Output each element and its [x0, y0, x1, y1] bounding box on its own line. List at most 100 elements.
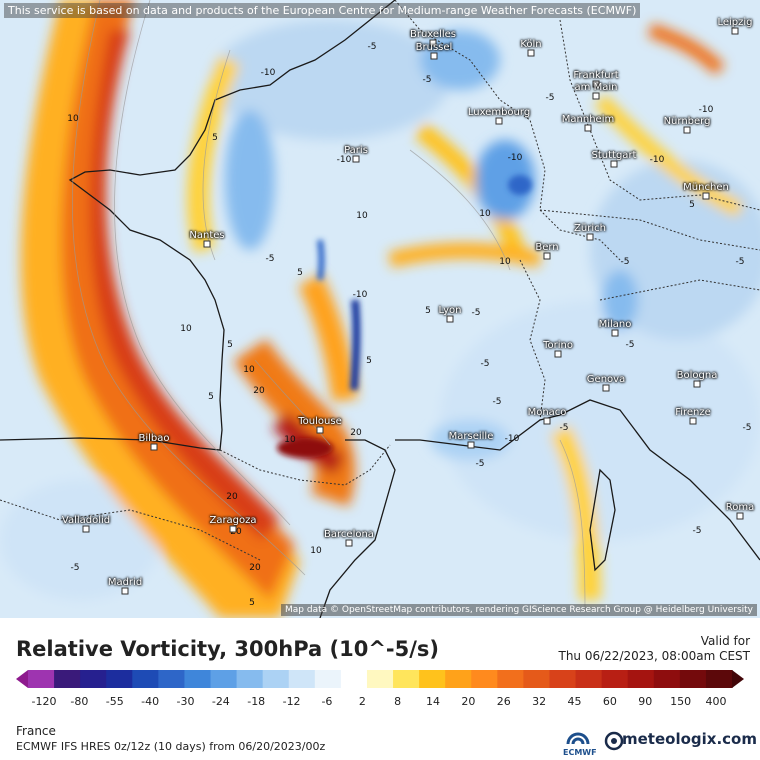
- contour-label: 10: [284, 435, 296, 445]
- colorbar-tick-label: -18: [247, 695, 266, 708]
- legend-panel: Relative Vorticity, 300hPa (10^-5/s) Val…: [0, 618, 760, 760]
- colorbar-segment: [575, 670, 603, 688]
- colorbar-high-arrow: [732, 670, 744, 688]
- city-marker: [584, 124, 592, 132]
- chart-title: Relative Vorticity, 300hPa (10^-5/s): [16, 637, 440, 661]
- city-marker: [430, 52, 438, 60]
- colorbar-tick-label: -80: [70, 695, 89, 708]
- contour-label: -10: [507, 153, 523, 163]
- colorbar-segment: [601, 670, 629, 688]
- colorbar-segment: [627, 670, 655, 688]
- colorbar-tick-label: -40: [141, 695, 160, 708]
- city-marker: [683, 126, 691, 134]
- contour-label: 10: [180, 324, 192, 334]
- colorbar-segment: [445, 670, 472, 688]
- city-label: Leipzig: [717, 17, 753, 28]
- contour-label: -5: [559, 423, 569, 433]
- contour-label: 10: [356, 211, 368, 221]
- city-marker: [689, 417, 697, 425]
- contour-label: -5: [492, 397, 502, 407]
- contour-label: -10: [504, 434, 520, 444]
- map-canvas: [0, 0, 760, 618]
- valid-for-label: Valid for: [700, 634, 750, 648]
- contour-label: -10: [649, 155, 665, 165]
- ecmwf-logo-text: ECMWF: [563, 748, 597, 757]
- contour-label: 10: [243, 365, 255, 375]
- contour-label: -5: [692, 526, 702, 536]
- city-marker: [429, 39, 437, 47]
- city-label: Bologna: [676, 370, 718, 381]
- city-label: Roma: [725, 502, 755, 513]
- model-run-info: ECMWF IFS HRES 0z/12z (10 days) from 06/…: [16, 740, 326, 753]
- contour-label: -5: [367, 42, 377, 52]
- colorbar-tick-label: 400: [705, 695, 727, 708]
- city-marker: [586, 233, 594, 241]
- city-label: Toulouse: [298, 416, 342, 427]
- ecmwf-logo-icon: [566, 732, 590, 745]
- colorbar-segment: [653, 670, 681, 688]
- contour-label: -10: [698, 105, 714, 115]
- city-label: München: [683, 182, 729, 193]
- region-label: France: [16, 724, 56, 738]
- city-label: am Main: [574, 82, 618, 93]
- valid-time: Thu 06/22/2023, 08:00am CEST: [558, 649, 751, 663]
- contour-label: 20: [226, 492, 238, 502]
- vorticity-map[interactable]: 10 -10 -5 -5 -5 -10 -10 -10 -10 5 10 10 5 -5 5 10 -5 -5 -1…: [0, 0, 760, 618]
- city-marker: [495, 117, 503, 125]
- city-label: Nürnberg: [663, 116, 711, 127]
- city-label: Madrid: [107, 577, 143, 588]
- city-label: Barcelona: [324, 529, 374, 540]
- city-label: Firenze: [675, 407, 711, 418]
- borders: [0, 0, 760, 561]
- coastlines: [0, 0, 760, 618]
- contour-label: -5: [422, 75, 432, 85]
- city-label: Bruxelles: [410, 29, 456, 40]
- city-marker: [736, 512, 744, 520]
- colorbar-segment: [366, 670, 394, 688]
- city-label: Köln: [520, 39, 542, 50]
- city-label: Frankfurt: [573, 70, 619, 81]
- city-marker: [121, 587, 129, 595]
- colorbar-segment: [28, 670, 55, 688]
- colorbar-tick-label: 20: [461, 695, 476, 708]
- colorbar-segment: [705, 670, 733, 688]
- city-marker: [229, 525, 237, 533]
- contour-label: -5: [625, 340, 635, 350]
- city-marker: [543, 252, 551, 260]
- colorbar-segment: [523, 670, 551, 688]
- contour-label: 5: [425, 306, 431, 316]
- city-label: Mannheim: [561, 114, 615, 125]
- city-label: Genova: [586, 374, 626, 385]
- city-label: Luxembourg: [467, 107, 531, 118]
- city-label: Marseille: [448, 431, 494, 442]
- contour-label: 20: [350, 428, 362, 438]
- contour-label: 5: [366, 356, 372, 366]
- contour-label: -10: [336, 155, 352, 165]
- city-marker: [316, 426, 324, 434]
- meteologix-brand[interactable]: meteologix.com: [622, 730, 757, 748]
- colorbar-tick-label: 14: [426, 695, 441, 708]
- meteologix-logo-icon: [604, 731, 624, 751]
- ecmwf-notice: This service is based on data and produc…: [4, 3, 641, 18]
- colorbar-tick-label: -6: [321, 695, 333, 708]
- contour-label: 20: [253, 386, 265, 396]
- contour-label: -5: [471, 308, 481, 318]
- contour-label: 20: [249, 563, 261, 573]
- city-marker: [345, 539, 353, 547]
- colorbar-segment: [106, 670, 133, 688]
- contour-label: 10: [310, 546, 322, 556]
- city-marker: [611, 329, 619, 337]
- city-marker: [702, 192, 710, 200]
- vorticity-field: [0, 0, 760, 618]
- city-label: Torino: [543, 340, 573, 351]
- map-attribution[interactable]: Map data © OpenStreetMap contributors, r…: [281, 604, 757, 616]
- colorbar-tick-label: 60: [602, 695, 617, 708]
- colorbar-segment: [497, 670, 525, 688]
- contour-label: 10: [67, 114, 79, 124]
- contour-label: -5: [545, 93, 555, 103]
- city-label: Valladolid: [61, 515, 111, 526]
- colorbar-tick-label: 32: [532, 695, 547, 708]
- colorbar-tick-label: -12: [282, 695, 301, 708]
- city-label: Brussel: [415, 42, 453, 53]
- city-marker: [82, 525, 90, 533]
